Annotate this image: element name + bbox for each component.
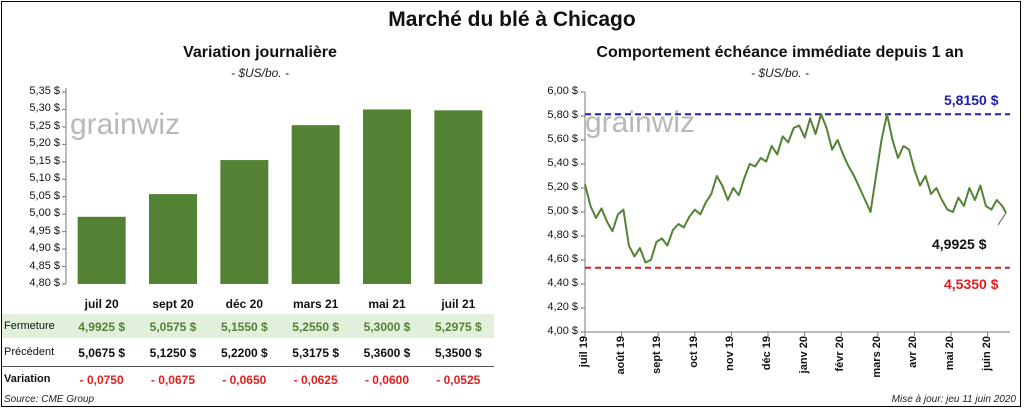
max-price-label: 5,8150 $: [944, 92, 999, 108]
table-cell: 5,0675 $: [78, 346, 126, 360]
line-x-tick-label: nov 19: [724, 336, 737, 371]
table-cell: - 0,0600: [364, 373, 410, 387]
source-note: Source: CME Group: [4, 394, 95, 405]
table-cell: 5,2550 $: [292, 320, 340, 334]
table-cell: - 0,0625: [293, 373, 338, 387]
bar-category-label: juil 20: [84, 297, 119, 311]
bar-y-tick-label: 5,35 $: [29, 85, 60, 97]
bar-category-label: juil 21: [441, 297, 476, 311]
table-cell: 5,3600 $: [363, 346, 411, 360]
line-y-tick-label: 5,40 $: [547, 157, 578, 169]
line-chart-plot: [581, 91, 1010, 336]
bar-y-tick-label: 4,85 $: [29, 259, 60, 272]
bar-y-tick-label: 5,30 $: [29, 102, 60, 115]
line-x-tick-label: août 19: [614, 336, 627, 375]
bar-y-tick-label: 4,80 $: [29, 277, 60, 289]
table-cell: - 0,0750: [79, 373, 124, 387]
line-y-tick-label: 5,20 $: [547, 181, 578, 193]
min-price-label: 4,5350 $: [944, 276, 999, 292]
line-chart-unit: - $US/bo. -: [750, 66, 810, 80]
table-cell: 5,2975 $: [434, 320, 482, 334]
line-y-tick-label: 4,80 $: [547, 229, 578, 241]
line-x-tick-label: févr 20: [834, 336, 847, 372]
bar: [291, 125, 340, 284]
line-y-tick-label: 4,00 $: [547, 325, 578, 337]
bar-y-tick-label: 5,25 $: [29, 119, 60, 132]
price-series-line: [584, 113, 1007, 264]
logo-text: grainwiz: [70, 108, 181, 141]
table-cell: - 0,0675: [150, 373, 196, 387]
bar: [149, 194, 197, 284]
table-cell: 5,3175 $: [292, 346, 340, 360]
grainwiz-logo: grainwiz: [70, 108, 180, 142]
logo-text-right: grainwiz: [585, 106, 696, 139]
bar: [434, 110, 483, 284]
table-cell: - 0,0650: [222, 373, 267, 387]
line-x-tick-label: janv 20: [797, 336, 810, 374]
bar-y-tick-label: 5,05 $: [29, 189, 60, 202]
line-y-tick-label: 4,60 $: [547, 253, 578, 265]
bar: [220, 160, 269, 284]
line-x-tick-label: sept 19: [651, 336, 664, 374]
row-label-variation: Variation: [4, 373, 51, 385]
table-cell: 4,9925 $: [78, 320, 126, 334]
bar-y-tick-label: 5,20 $: [29, 137, 60, 150]
line-x-tick-label: mars 20: [870, 336, 883, 378]
row-label-precedent: Précédent: [4, 346, 55, 358]
fermeture-row-bg: [2, 314, 494, 338]
row-label-fermeture: Fermeture: [4, 320, 55, 332]
bar-y-tick-label: 5,15 $: [29, 154, 60, 167]
line-x-tick-label: déc 19: [761, 336, 774, 371]
table-cell: 5,2200 $: [220, 346, 268, 360]
grainwiz-logo-right: grainwiz: [585, 106, 695, 140]
line-x-tick-label: juil 19: [578, 336, 590, 368]
bar: [363, 109, 411, 284]
bar: [77, 216, 126, 284]
line-chart-title: Comportement échéance immédiate depuis 1…: [596, 44, 964, 61]
bar-y-tick-label: 4,90 $: [29, 242, 60, 255]
main-title: Marché du blé à Chicago: [388, 8, 636, 31]
bar-category-label: déc 20: [225, 297, 263, 311]
table-cell: 5,1550 $: [220, 320, 268, 334]
line-x-tick-label: juin 20: [980, 336, 993, 371]
line-x-tick-label: avr 20: [907, 336, 920, 368]
bar-chart-plot: [62, 88, 483, 285]
bar-category-label: mai 21: [368, 297, 406, 311]
table-cell: 5,0575 $: [149, 320, 197, 334]
line-y-tick-label: 5,60 $: [547, 133, 578, 145]
bar-category-label: sept 20: [152, 297, 194, 311]
update-note: Mise à jour: jeu 11 juin 2020: [891, 394, 1016, 405]
table-divider: [2, 366, 494, 367]
line-x-tick-label: oct 19: [687, 336, 700, 368]
table-cell: 5,1250 $: [149, 346, 197, 360]
line-y-tick-label: 5,00 $: [547, 205, 578, 217]
last-price-label: 4,9925 $: [932, 236, 987, 252]
table-cell: 5,3000 $: [363, 320, 411, 334]
line-y-tick-label: 4,20 $: [547, 301, 578, 313]
line-x-tick-label: mai 20: [944, 336, 957, 371]
bar-y-tick-label: 5,10 $: [29, 172, 60, 185]
bar-y-tick-label: 5,00 $: [29, 207, 60, 220]
bar-y-tick-label: 4,95 $: [29, 224, 60, 237]
bar-category-label: mars 21: [292, 297, 339, 311]
table-cell: - 0,0525: [436, 373, 481, 387]
table-cell: 5,3500 $: [434, 346, 482, 360]
bar-chart-unit: - $US/bo. -: [230, 66, 290, 80]
last-price-leader: [997, 212, 1007, 226]
bar-chart-title: Variation journalière: [183, 44, 337, 61]
line-y-tick-label: 6,00 $: [547, 85, 578, 97]
line-y-tick-label: 5,80 $: [547, 109, 578, 121]
line-y-tick-label: 4,40 $: [547, 277, 578, 289]
